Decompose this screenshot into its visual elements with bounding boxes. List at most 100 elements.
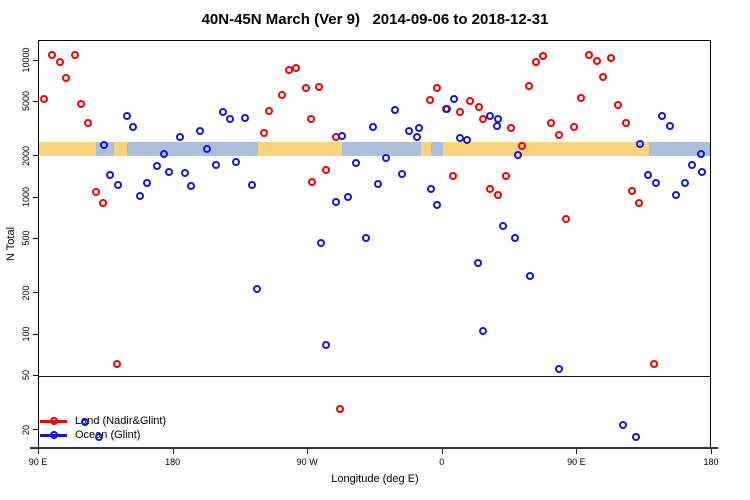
land-point	[622, 119, 630, 128]
ocean-point	[94, 433, 103, 442]
ocean-point	[337, 131, 346, 140]
land-point	[466, 97, 475, 106]
ocean-point	[652, 178, 661, 187]
ocean-point	[218, 107, 227, 116]
land-point	[486, 185, 495, 194]
x-tick	[441, 449, 443, 454]
plot-area	[38, 40, 711, 448]
y-tick-label: 1000	[21, 186, 31, 208]
land-point	[301, 83, 310, 92]
land-point	[525, 81, 534, 90]
y-tick	[33, 155, 38, 157]
x-tick	[576, 449, 578, 454]
land-point	[84, 119, 93, 128]
y-tick	[33, 374, 38, 376]
open-circle-icon	[49, 431, 58, 439]
ocean-point	[415, 123, 424, 132]
ocean-point	[332, 197, 341, 206]
ocean-point	[697, 149, 706, 158]
land-ocean-band-segment-ocean	[430, 142, 443, 156]
land-point	[314, 82, 323, 91]
ocean-point	[632, 433, 641, 442]
x-tick	[38, 449, 39, 454]
ocean-point	[413, 132, 422, 141]
land-ocean-band-segment-land	[442, 142, 650, 156]
y-tick	[33, 196, 38, 198]
ocean-point	[352, 159, 361, 168]
reference-line-50	[39, 376, 710, 378]
land-point	[585, 51, 594, 60]
ocean-point	[555, 365, 563, 374]
legend-item: Ocean (Glint)	[40, 428, 166, 442]
x-axis-label: Longitude (deg E)	[331, 473, 419, 485]
y-tick-label: 500	[21, 230, 31, 246]
open-circle-icon	[49, 417, 58, 425]
ocean-point	[474, 259, 483, 268]
land-point	[555, 130, 563, 139]
land-point	[292, 63, 301, 72]
land-point	[627, 187, 636, 196]
x-tick	[172, 449, 174, 454]
land-ocean-band-segment-ocean	[649, 142, 710, 156]
ocean-point	[688, 161, 697, 170]
land-point	[336, 404, 345, 413]
land-point	[76, 100, 85, 109]
legend-marker-icon	[40, 417, 67, 425]
ocean-point	[164, 167, 173, 176]
land-point	[55, 58, 64, 67]
ocean-point	[180, 169, 189, 178]
land-point	[506, 123, 515, 132]
ocean-point	[405, 126, 413, 135]
ocean-point	[160, 149, 169, 158]
land-point	[592, 57, 601, 65]
land-point	[99, 198, 107, 207]
legend-label: Ocean (Glint)	[75, 429, 141, 441]
land-point	[321, 166, 330, 175]
land-point	[649, 360, 658, 369]
land-point	[531, 58, 540, 67]
ocean-point	[202, 144, 211, 153]
land-point	[61, 74, 70, 83]
land-point	[308, 178, 317, 187]
x-tick-label: 90 E	[28, 457, 48, 467]
ocean-point	[241, 113, 250, 122]
ocean-point	[450, 94, 459, 103]
ocean-point	[391, 105, 400, 114]
y-axis-label: N Total	[5, 226, 17, 262]
ocean-point	[426, 185, 435, 194]
y-tick-label: 20	[21, 424, 31, 435]
ocean-point	[81, 418, 90, 427]
legend: Land (Nadir&Glint) Ocean (Glint)	[40, 414, 166, 442]
land-point	[425, 95, 434, 104]
legend-item: Land (Nadir&Glint)	[40, 414, 166, 428]
ocean-point	[317, 238, 326, 247]
land-point	[285, 65, 294, 74]
y-tick-label: 100	[21, 326, 31, 342]
ocean-point	[514, 151, 523, 159]
ocean-point	[152, 162, 161, 171]
ocean-point	[455, 133, 464, 142]
legend-marker-icon	[40, 431, 67, 439]
ocean-point	[343, 192, 352, 201]
ocean-point	[196, 126, 205, 135]
land-point	[455, 107, 464, 116]
ocean-point	[619, 421, 627, 430]
land-point	[562, 215, 571, 224]
y-tick	[33, 333, 38, 335]
land-point	[479, 114, 488, 123]
y-tick	[33, 100, 38, 102]
ocean-point	[499, 221, 508, 230]
x-tick-label: 90 E	[567, 457, 586, 467]
land-point	[493, 191, 502, 200]
ocean-point	[253, 285, 262, 294]
ocean-point	[212, 160, 221, 169]
land-point	[259, 128, 268, 137]
land-point	[474, 103, 483, 112]
ocean-point	[186, 182, 195, 191]
ocean-point	[511, 234, 520, 243]
ocean-point	[374, 179, 383, 188]
ocean-point	[247, 180, 256, 189]
land-point	[278, 91, 287, 100]
land-ocean-band-segment-ocean	[341, 142, 421, 156]
